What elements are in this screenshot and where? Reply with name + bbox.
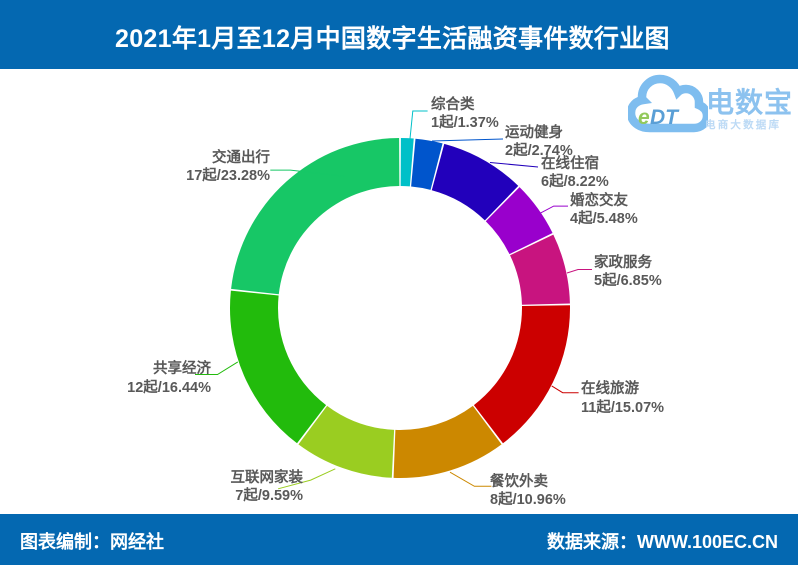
svg-text:DT: DT (650, 106, 680, 129)
svg-text:e: e (638, 106, 650, 129)
